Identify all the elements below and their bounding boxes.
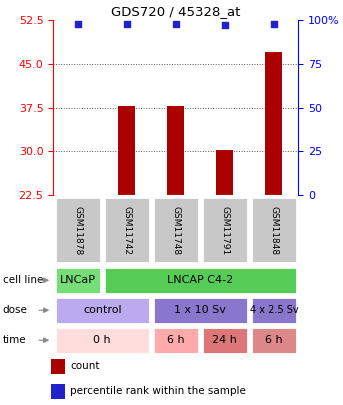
Text: time: time <box>3 335 26 345</box>
Bar <box>167 106 185 195</box>
Bar <box>265 52 283 195</box>
Text: GSM11791: GSM11791 <box>220 206 229 255</box>
Text: 0 h: 0 h <box>93 335 111 345</box>
FancyBboxPatch shape <box>251 297 297 324</box>
Text: cell line: cell line <box>3 275 43 285</box>
Text: control: control <box>83 305 121 315</box>
FancyBboxPatch shape <box>55 297 150 324</box>
Text: LNCaP: LNCaP <box>60 275 96 285</box>
Bar <box>118 106 135 195</box>
FancyBboxPatch shape <box>202 197 248 263</box>
FancyBboxPatch shape <box>55 267 101 294</box>
Text: 4 x 2.5 Sv: 4 x 2.5 Sv <box>250 305 298 315</box>
FancyBboxPatch shape <box>202 327 248 354</box>
Text: GSM11878: GSM11878 <box>73 206 82 255</box>
FancyBboxPatch shape <box>153 297 248 324</box>
Text: percentile rank within the sample: percentile rank within the sample <box>70 386 246 396</box>
Text: GSM11848: GSM11848 <box>269 206 279 255</box>
Title: GDS720 / 45328_at: GDS720 / 45328_at <box>111 5 240 18</box>
Text: count: count <box>70 361 100 371</box>
Text: 1 x 10 Sv: 1 x 10 Sv <box>174 305 226 315</box>
FancyBboxPatch shape <box>251 197 297 263</box>
FancyBboxPatch shape <box>104 267 297 294</box>
Bar <box>51 384 65 399</box>
Bar <box>51 359 65 374</box>
Text: 6 h: 6 h <box>265 335 283 345</box>
Point <box>124 21 130 27</box>
Bar <box>216 150 234 195</box>
Point <box>173 21 179 27</box>
FancyBboxPatch shape <box>55 197 101 263</box>
FancyBboxPatch shape <box>153 327 199 354</box>
Text: GSM11742: GSM11742 <box>122 206 131 255</box>
FancyBboxPatch shape <box>55 327 150 354</box>
Text: LNCAP C4-2: LNCAP C4-2 <box>167 275 234 285</box>
FancyBboxPatch shape <box>251 327 297 354</box>
Point <box>222 22 228 29</box>
Text: 24 h: 24 h <box>212 335 237 345</box>
FancyBboxPatch shape <box>153 197 199 263</box>
FancyBboxPatch shape <box>104 197 150 263</box>
Point <box>75 21 81 27</box>
Point <box>271 21 277 27</box>
Text: GSM11748: GSM11748 <box>171 206 180 255</box>
Text: dose: dose <box>3 305 27 315</box>
Text: 6 h: 6 h <box>167 335 185 345</box>
